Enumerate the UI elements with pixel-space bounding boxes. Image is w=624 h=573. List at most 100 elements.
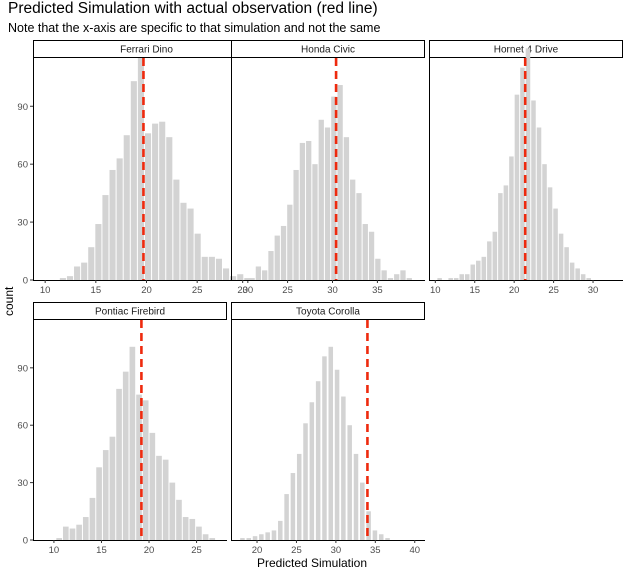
histogram-bar	[59, 278, 66, 280]
histogram-bar	[159, 121, 166, 280]
histogram-bar	[162, 459, 169, 540]
histogram-bar	[525, 48, 531, 280]
y-tick-label: 30	[17, 478, 28, 489]
x-tick-label: 25	[282, 285, 293, 296]
x-tick-label: 20	[252, 545, 263, 556]
histogram-bar	[387, 278, 394, 280]
histogram-bar	[299, 142, 306, 280]
histogram-bar	[280, 225, 287, 280]
x-tick-label: 25	[191, 545, 202, 556]
histogram-bar	[453, 278, 459, 280]
x-tick-label: 15	[96, 545, 107, 556]
histogram-bar	[149, 432, 156, 540]
histogram-bar	[366, 511, 371, 540]
chart-title: Predicted Simulation with actual observa…	[8, 0, 378, 17]
histogram-bar	[196, 526, 202, 540]
histogram-bar	[437, 278, 442, 280]
x-tick-label: 10	[430, 285, 441, 296]
y-tick-label: 0	[23, 536, 28, 547]
x-tick-label: 35	[372, 285, 383, 296]
x-tick-label: 30	[327, 285, 338, 296]
facet-strip-label: Pontiac Firebird	[95, 307, 165, 318]
histogram-bar	[381, 270, 387, 280]
histogram-bar	[230, 276, 237, 280]
facet-strip-label: Ferrari Dino	[120, 45, 173, 56]
histogram-bar	[287, 204, 293, 280]
histogram-bar	[252, 536, 258, 540]
histogram-bar	[360, 482, 365, 540]
histogram-bar	[271, 530, 277, 540]
histogram-bar	[322, 356, 327, 540]
x-axis-label: Predicted Simulation	[256, 556, 368, 570]
histogram-bar	[246, 538, 252, 540]
histogram-bar	[470, 264, 476, 280]
histogram-bar	[564, 247, 569, 280]
y-tick-label: 60	[17, 421, 28, 432]
histogram-bar	[318, 119, 324, 280]
histogram-bar	[331, 96, 337, 280]
histogram-bar	[580, 274, 586, 280]
histogram-bar	[324, 127, 331, 280]
histogram-bar	[347, 425, 352, 540]
histogram-bar	[82, 517, 89, 540]
histogram-bar	[89, 497, 96, 540]
histogram-bar	[262, 270, 268, 280]
facet-strip	[33, 302, 227, 320]
x-tick-label: 15	[91, 285, 102, 296]
histogram-bar	[208, 256, 215, 280]
histogram-bar	[378, 534, 384, 540]
histogram-bar	[290, 473, 296, 540]
histogram-bar	[180, 202, 187, 280]
histogram-bar	[102, 450, 109, 540]
histogram-bar	[265, 532, 270, 540]
histogram-bar	[268, 251, 274, 280]
histogram-bar	[569, 262, 575, 280]
histogram-bar	[130, 81, 137, 280]
histogram-bar	[459, 274, 464, 280]
histogram-bar	[66, 276, 74, 280]
y-tick-label: 90	[17, 363, 28, 374]
histogram-bar	[259, 534, 264, 540]
histogram-bar	[520, 67, 525, 280]
x-tick-label: 30	[588, 285, 599, 296]
histogram-bar	[284, 494, 289, 540]
histogram-bar	[166, 137, 173, 280]
x-tick-label: 25	[548, 285, 559, 296]
histogram-bar	[356, 193, 362, 280]
histogram-bar	[189, 518, 196, 540]
histogram-bar	[56, 538, 62, 540]
histogram-bar	[69, 528, 76, 540]
histogram-bar	[88, 247, 95, 280]
histogram-bar	[116, 158, 123, 280]
histogram-bar	[372, 530, 378, 540]
y-tick-label: 30	[17, 218, 28, 229]
y-tick-label: 90	[17, 102, 28, 113]
histogram-bar	[76, 524, 82, 540]
histogram-bar	[487, 241, 492, 280]
histogram-bar	[492, 231, 498, 280]
x-tick-label: 20	[237, 285, 248, 296]
histogram-bar	[337, 85, 343, 280]
histogram-bar	[553, 208, 558, 280]
x-tick-label: 20	[509, 285, 520, 296]
facet-strip-label: Toyota Corolla	[296, 307, 360, 318]
x-tick-label: 10	[49, 545, 60, 556]
histogram-bar	[350, 179, 356, 280]
histogram-bar	[303, 423, 308, 540]
histogram-bar	[169, 482, 176, 540]
histogram-bar	[309, 402, 315, 540]
histogram-bar	[558, 233, 564, 280]
histogram-bar	[137, 58, 144, 280]
x-tick-label: 20	[141, 285, 152, 296]
histogram-bar	[343, 137, 350, 280]
x-tick-label: 20	[144, 545, 155, 556]
histogram-bar	[249, 278, 255, 280]
histogram-bar	[274, 235, 280, 280]
histogram-bar	[375, 258, 381, 280]
histogram-bar	[173, 179, 180, 280]
histogram-bar	[152, 123, 159, 280]
histogram-bar	[498, 193, 503, 280]
histogram-bar	[176, 499, 182, 540]
histogram-bar	[328, 346, 334, 540]
